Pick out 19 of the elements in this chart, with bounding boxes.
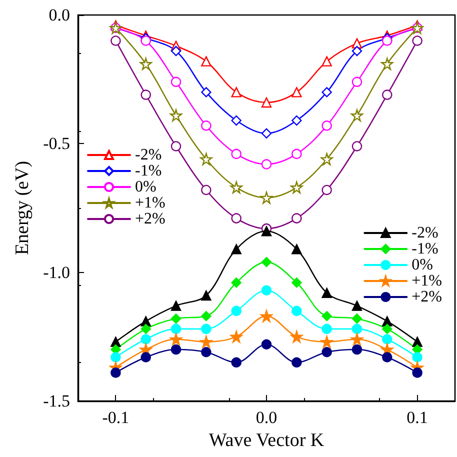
legend-label: 0% xyxy=(412,256,433,274)
legend-label: +1% xyxy=(412,272,442,290)
y-tick-label: -0.5 xyxy=(43,134,70,154)
legend-label: -2% xyxy=(135,146,162,164)
x-tick-label: 0.0 xyxy=(256,408,278,427)
y-tick-label: -1.5 xyxy=(43,392,70,410)
x-axis-title: Wave Vector K xyxy=(208,430,324,451)
y-tick-label: -1.0 xyxy=(43,262,70,282)
legend-label: 0% xyxy=(135,178,156,196)
y-axis-title: Energy (eV) xyxy=(12,160,33,256)
legend-label: +2% xyxy=(412,288,442,306)
legend-label: -1% xyxy=(135,162,162,180)
legend-label: +1% xyxy=(135,194,166,212)
legend-label: -2% xyxy=(412,224,438,242)
y-tick-label: 0.0 xyxy=(48,6,70,24)
legend-label: -1% xyxy=(412,240,438,258)
x-tick-label: 0.1 xyxy=(406,408,428,427)
legend-label: +2% xyxy=(135,210,166,228)
x-tick-label: -0.1 xyxy=(102,408,130,427)
